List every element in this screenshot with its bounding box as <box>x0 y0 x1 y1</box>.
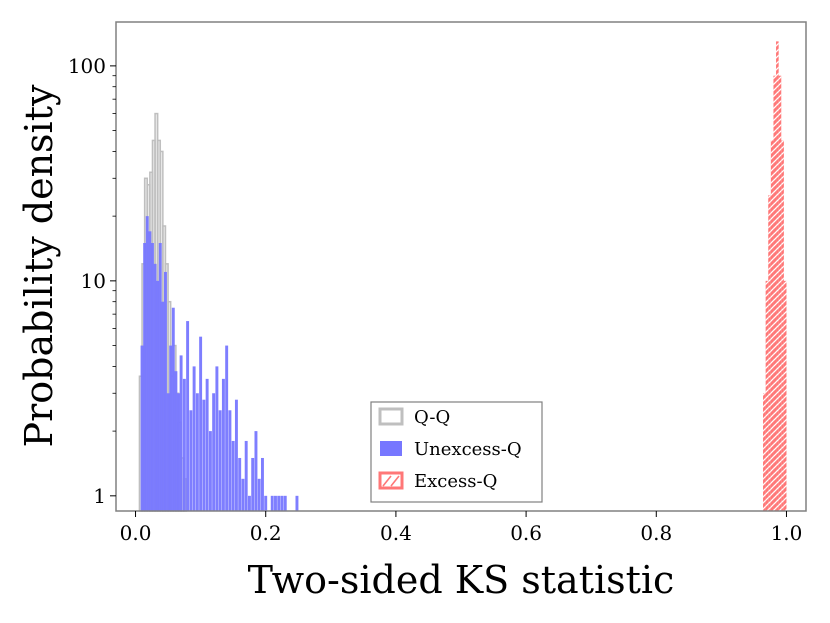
bar-unexcess <box>254 431 258 511</box>
legend-label: Excess-Q <box>414 471 497 492</box>
bar-unexcess <box>169 345 173 511</box>
bar-unexcess <box>260 457 264 511</box>
legend-swatch-hatch <box>382 475 400 487</box>
bar-unexcess <box>156 280 160 511</box>
bar-unexcess <box>208 431 212 511</box>
bar-unexcess <box>177 393 180 511</box>
bar-unexcess <box>164 271 167 511</box>
bar-excess-hatch <box>776 41 779 512</box>
bar-excess-hatch <box>763 393 766 511</box>
legend-label: Unexcess-Q <box>414 439 522 460</box>
plot-frame <box>115 21 807 512</box>
bar-excess-hatch <box>770 140 774 511</box>
bar-unexcess <box>270 495 274 511</box>
bar-unexcess <box>192 366 196 511</box>
bar-excess-hatch <box>778 75 782 512</box>
bar-unexcess <box>212 393 216 511</box>
legend-label: Q-Q <box>414 407 450 428</box>
bar-unexcess <box>140 345 144 511</box>
bar-unexcess <box>277 495 281 511</box>
bar-unexcess <box>182 378 186 511</box>
bar-unexcess <box>228 410 232 511</box>
bar-unexcess <box>143 242 147 512</box>
bar-unexcess <box>215 366 219 511</box>
x-tick-label: 0.2 <box>250 521 282 545</box>
bar-unexcess <box>234 399 238 511</box>
bar-unexcess <box>161 301 165 511</box>
bar-unexcess <box>150 242 154 512</box>
bar-unexcess <box>199 336 203 511</box>
bar-unexcess <box>171 307 175 511</box>
bar-unexcess <box>244 440 248 511</box>
bar-unexcess <box>238 457 242 511</box>
x-tick-label: 1.0 <box>771 521 803 545</box>
bar-unexcess <box>179 355 183 511</box>
bar-unexcess <box>257 478 261 511</box>
legend-item-q-q: Q-Q <box>378 407 450 428</box>
bar-unexcess <box>231 440 235 511</box>
y-tick-label: 100 <box>68 54 106 78</box>
legend: Q-Q Unexcess-Q Excess-Q <box>370 401 543 503</box>
x-tick-label: 0.6 <box>510 521 542 545</box>
y-tick-label: 1 <box>93 484 106 508</box>
bar-unexcess <box>295 495 299 511</box>
bar-unexcess <box>251 457 255 511</box>
x-tick-label: 0.4 <box>380 521 412 545</box>
y-axis-label: Probability density <box>17 84 61 447</box>
bar-unexcess <box>158 242 162 512</box>
bar-unexcess <box>221 378 225 511</box>
series-unexcess-q <box>140 216 299 512</box>
legend-item-unexcess-q: Unexcess-Q <box>380 439 522 460</box>
bar-unexcess <box>241 478 245 511</box>
bar-excess-hatch <box>765 280 769 511</box>
x-tick-label: 0.0 <box>120 521 152 545</box>
bar-excess-hatch <box>783 280 787 511</box>
bar-unexcess <box>264 495 268 511</box>
legend-item-excess-q: Excess-Q <box>378 471 497 492</box>
bar-unexcess <box>218 410 222 511</box>
legend-swatch <box>378 471 404 490</box>
bar-unexcess <box>205 378 209 511</box>
x-axis-label: Two-sided KS statistic <box>248 558 675 602</box>
bar-unexcess <box>202 399 206 511</box>
bar-unexcess <box>145 216 149 511</box>
bar-excess-hatch <box>773 75 777 512</box>
bar-unexcess <box>186 321 190 511</box>
y-axis-ticks: 1 10 100 <box>68 54 116 508</box>
bar-unexcess <box>225 345 229 511</box>
bar-unexcess <box>153 263 157 511</box>
bar-unexcess <box>166 393 170 511</box>
bar-unexcess <box>174 371 178 511</box>
series-excess-q <box>763 41 787 512</box>
bar-unexcess <box>283 495 287 511</box>
bar-unexcess <box>189 410 193 511</box>
bar-unexcess <box>274 495 277 511</box>
bar-unexcess <box>247 495 251 511</box>
x-axis-ticks: 0.0 0.2 0.4 0.6 0.8 1.0 <box>120 511 803 545</box>
bar-excess-hatch <box>768 195 771 511</box>
bar-unexcess <box>148 231 152 511</box>
bar-unexcess <box>280 495 284 511</box>
legend-swatch <box>378 407 404 426</box>
x-tick-label: 0.8 <box>640 521 672 545</box>
bar-excess-hatch <box>781 140 784 511</box>
bar-unexcess <box>195 393 199 511</box>
y-tick-label: 10 <box>81 269 106 293</box>
legend-swatch <box>380 441 402 456</box>
